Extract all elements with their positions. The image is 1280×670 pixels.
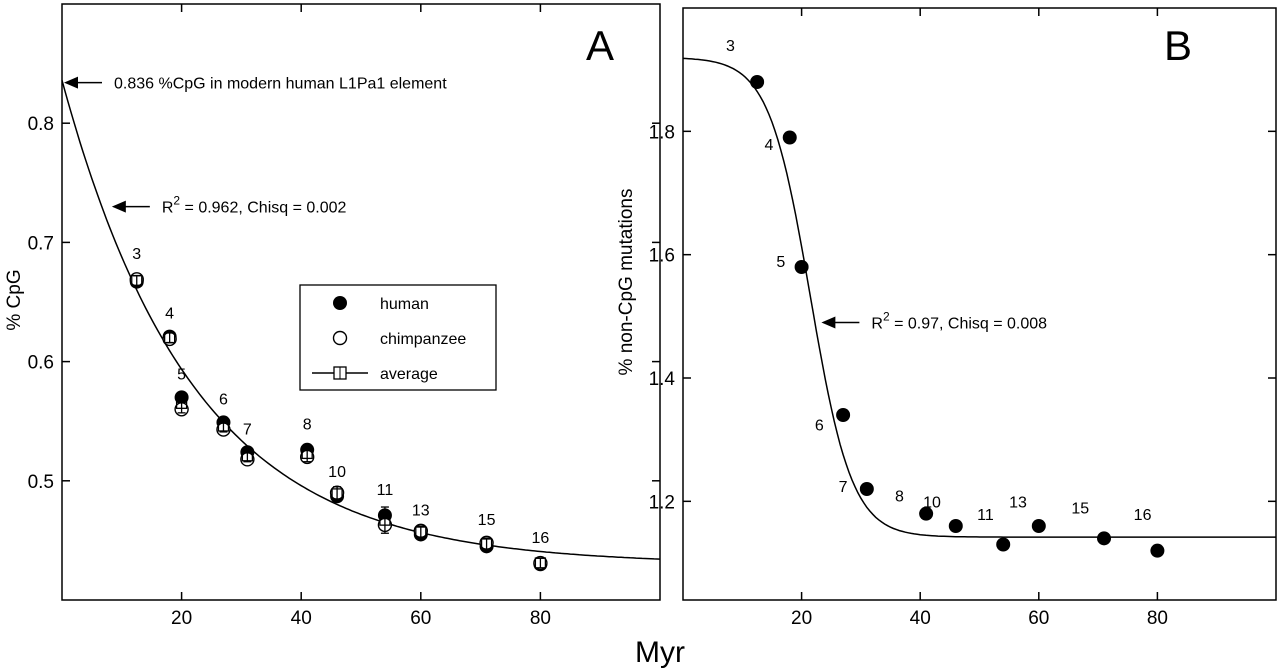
point-label: 16 [1134,507,1152,524]
annotation-arrowhead [64,76,78,89]
y-tick-label: 1.8 [649,122,675,143]
point-label: 4 [165,306,174,323]
y-tick-label: 0.7 [28,233,54,254]
y-axis-label: % non-CpG mutations [616,189,637,376]
data-point-average [480,538,493,550]
y-tick-label: 1.4 [649,369,676,390]
data-point-human [794,260,809,274]
x-tick-label: 60 [1028,608,1049,629]
point-label: 13 [412,502,430,519]
point-label: 5 [776,254,785,271]
x-tick-label: 80 [1147,608,1168,629]
annotation-r-squared: R2 = 0.97, Chisq = 0.008 [871,310,1047,333]
annotation-stats: = 0.97, Chisq = 0.008 [890,316,1048,333]
x-tick-label: 40 [910,608,931,629]
point-label: 10 [923,495,941,512]
data-point-human [948,519,963,533]
fit-curve [61,80,661,560]
point-label: 7 [839,479,848,496]
annotation-arrowhead [821,316,836,329]
point-label: 10 [328,464,346,481]
data-point-human [1097,531,1112,546]
point-label: 15 [478,512,496,529]
point-label: 13 [1009,495,1027,512]
legend-marker-chimpanzee [332,330,348,346]
point-label: 8 [895,488,904,505]
plot-frame [61,3,661,601]
fit-curve [682,57,1276,538]
point-label: 3 [726,38,735,55]
data-point-average [131,274,143,287]
data-point-human [996,537,1011,552]
data-point-human [859,482,874,496]
legend-label: chimpanzee [380,331,466,348]
x-tick-label: 80 [530,608,551,629]
x-tick-label: 60 [410,608,431,629]
data-point-human [1031,519,1046,533]
point-label: 8 [303,417,312,434]
point-label: 15 [1071,501,1089,518]
panel-letter: B [1164,22,1192,69]
data-point-average [301,447,313,460]
point-label: 5 [177,366,186,383]
annotation-superscript: 2 [883,310,890,324]
point-label: 7 [243,421,252,438]
data-point-average [175,397,188,409]
y-tick-label: 1.6 [649,246,675,267]
annotation-stats: = 0.962, Chisq = 0.002 [180,200,346,217]
annotation-superscript: 2 [173,194,180,208]
y-tick-label: 0.8 [28,114,54,135]
x-tick-label: 20 [791,608,812,629]
panel-a: 20 40 60 80 0.5 0.6 0.7 0.8 % CpG A 3 4 5 67 8 10 11 13 15… [4,3,661,629]
y-tick-label: 0.5 [28,472,54,493]
annotation-text: 0.836 %CpG in modern human L1Pa1 element [114,76,447,93]
y-tick-label: 0.6 [28,353,54,374]
legend-label: human [380,296,429,313]
data-point-average [217,420,230,432]
data-point-human [836,408,851,422]
point-label: 16 [532,530,550,547]
annotation-arrowhead [111,200,126,213]
point-label: 11 [977,507,994,524]
annotation-r: R [871,316,883,333]
panel-letter: A [586,22,614,69]
data-point-average [415,526,427,538]
annotation-r: R [162,200,174,217]
point-label: 3 [132,246,141,263]
x-tick-label: 20 [171,608,192,629]
point-label: 4 [765,137,774,154]
data-point-average [534,557,547,569]
point-label: 6 [219,392,228,409]
data-point-human [750,75,765,89]
panel-b: 20 40 60 80 1.2 1.4 1.6 1.8 % non-CpG mutations B… [616,7,1277,629]
data-point-average [379,514,391,526]
legend-label: average [380,366,438,383]
annotation-r-squared: R2 = 0.962, Chisq = 0.002 [162,194,347,217]
y-axis-label: % CpG [4,269,25,330]
legend-marker-human [333,296,347,310]
data-point-human [919,506,934,521]
data-point-average [331,488,343,500]
point-label: 11 [377,482,394,499]
plot-frame [682,7,1277,601]
data-point-human [782,130,797,145]
data-point-average [163,332,176,344]
point-label: 6 [815,417,824,434]
y-tick-label: 1.2 [649,492,675,513]
x-axis-label: Myr [635,636,685,669]
x-tick-label: 40 [291,608,312,629]
data-point-average [241,450,254,462]
data-point-human [1150,543,1165,558]
